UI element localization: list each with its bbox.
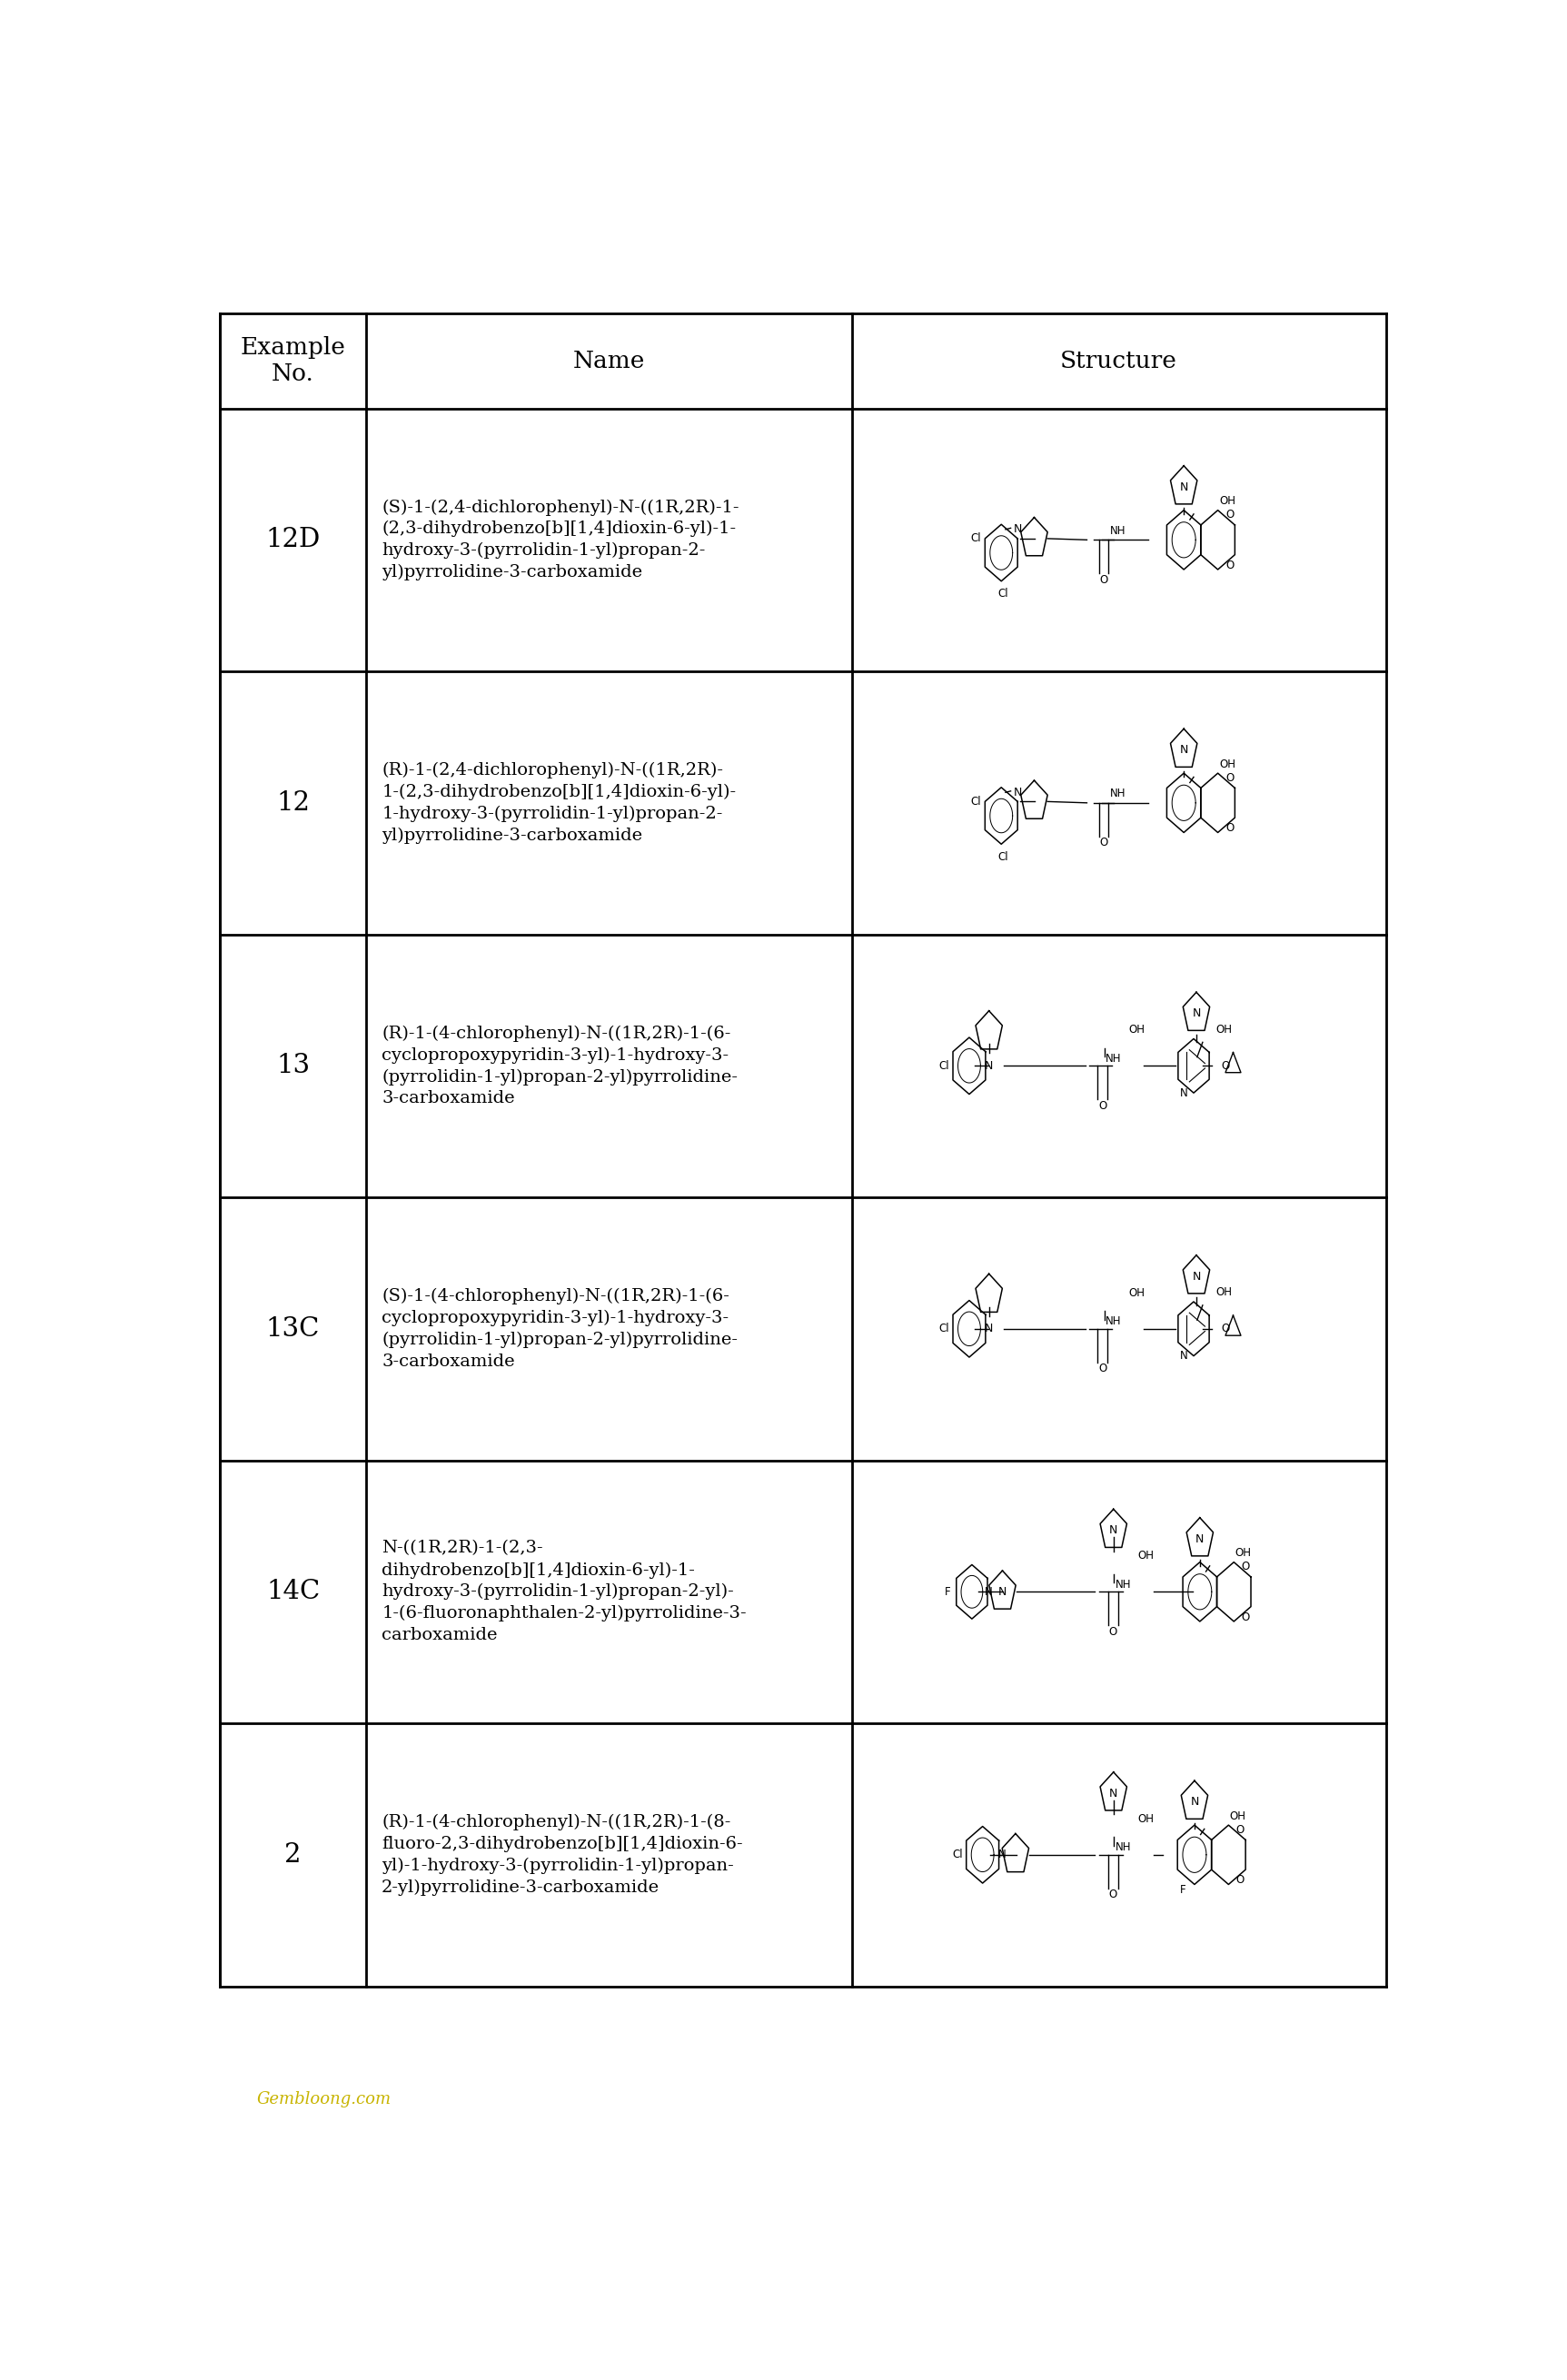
Text: OH: OH [1216, 1288, 1232, 1299]
Text: N: N [998, 1849, 1006, 1861]
Text: O: O [1225, 509, 1233, 521]
Text: OH: OH [1219, 759, 1235, 771]
Text: N: N [1109, 1787, 1117, 1799]
Text: (S)-1-(2,4-dichlorophenyl)-N-((1R,2R)-1-
(2,3-dihydrobenzo[b][1,4]dioxin-6-yl)-1: (S)-1-(2,4-dichlorophenyl)-N-((1R,2R)-1-… [382, 500, 740, 581]
Text: N: N [984, 1059, 993, 1071]
Text: Cl: Cl [970, 795, 981, 807]
Text: O: O [1236, 1823, 1244, 1835]
Text: Cl: Cl [998, 852, 1009, 864]
Text: NH: NH [1116, 1578, 1131, 1590]
Text: OH: OH [1216, 1023, 1232, 1035]
Text: N: N [1014, 524, 1022, 536]
Text: O: O [1225, 559, 1233, 571]
Text: O: O [1236, 1873, 1244, 1885]
Text: Cl: Cl [998, 588, 1009, 600]
Text: 14C: 14C [266, 1578, 320, 1604]
Text: NH: NH [1116, 1842, 1131, 1854]
Text: O: O [1241, 1561, 1250, 1573]
Text: O: O [1109, 1626, 1117, 1637]
Text: N-((1R,2R)-1-(2,3-
dihydrobenzo[b][1,4]dioxin-6-yl)-1-
hydroxy-3-(pyrrolidin-1-y: N-((1R,2R)-1-(2,3- dihydrobenzo[b][1,4]d… [382, 1540, 746, 1642]
Text: NH: NH [1105, 1052, 1120, 1064]
Text: N: N [1196, 1533, 1203, 1545]
Text: OH: OH [1128, 1023, 1145, 1035]
Text: Name: Name [572, 350, 646, 371]
Text: O: O [1241, 1611, 1250, 1623]
Text: O: O [1221, 1059, 1230, 1071]
Text: N: N [1180, 745, 1188, 757]
Text: N: N [1180, 1349, 1188, 1361]
Text: Cl: Cl [939, 1323, 950, 1335]
Text: OH: OH [1128, 1288, 1145, 1299]
Text: O: O [1100, 838, 1108, 850]
Text: N: N [1180, 1088, 1188, 1100]
Text: (R)-1-(4-chlorophenyl)-N-((1R,2R)-1-(6-
cyclopropoxypyridin-3-yl)-1-hydroxy-3-
(: (R)-1-(4-chlorophenyl)-N-((1R,2R)-1-(6- … [382, 1026, 738, 1107]
Text: OH: OH [1138, 1549, 1155, 1561]
Text: O: O [1098, 1364, 1106, 1376]
Text: 12D: 12D [266, 526, 320, 552]
Text: N: N [1180, 481, 1188, 493]
Text: Example
No.: Example No. [240, 336, 346, 386]
Text: N: N [984, 1323, 993, 1335]
Text: O: O [1225, 771, 1233, 783]
Text: O: O [1221, 1323, 1230, 1335]
Text: (S)-1-(4-chlorophenyl)-N-((1R,2R)-1-(6-
cyclopropoxypyridin-3-yl)-1-hydroxy-3-
(: (S)-1-(4-chlorophenyl)-N-((1R,2R)-1-(6- … [382, 1288, 738, 1368]
Text: F: F [1180, 1885, 1186, 1897]
Text: Gembloong.com: Gembloong.com [257, 2092, 392, 2106]
Text: F: F [945, 1585, 951, 1597]
Text: OH: OH [1235, 1547, 1252, 1559]
Text: N: N [1014, 785, 1022, 797]
Text: N: N [984, 1585, 992, 1597]
Text: Cl: Cl [970, 533, 981, 545]
Text: 13C: 13C [266, 1316, 320, 1342]
Text: Cl: Cl [939, 1059, 950, 1071]
Text: OH: OH [1138, 1814, 1155, 1825]
Text: NH: NH [1105, 1316, 1120, 1328]
Text: (R)-1-(4-chlorophenyl)-N-((1R,2R)-1-(8-
fluoro-2,3-dihydrobenzo[b][1,4]dioxin-6-: (R)-1-(4-chlorophenyl)-N-((1R,2R)-1-(8- … [382, 1814, 743, 1894]
Text: 12: 12 [276, 790, 310, 816]
Text: Cl: Cl [951, 1849, 962, 1861]
Text: NH: NH [1109, 788, 1125, 800]
Text: N: N [1109, 1523, 1117, 1535]
Text: Structure: Structure [1061, 350, 1177, 371]
Text: O: O [1100, 574, 1108, 585]
Text: N: N [998, 1585, 1006, 1597]
Text: NH: NH [1109, 526, 1125, 536]
Text: N: N [1192, 1007, 1200, 1019]
Text: N: N [1191, 1797, 1199, 1809]
Text: 2: 2 [285, 1842, 301, 1868]
Text: O: O [1098, 1100, 1106, 1111]
Text: OH: OH [1230, 1811, 1246, 1823]
Text: 13: 13 [276, 1052, 310, 1078]
Text: O: O [1109, 1890, 1117, 1902]
Text: O: O [1225, 821, 1233, 833]
Text: OH: OH [1219, 495, 1235, 507]
Text: N: N [1192, 1271, 1200, 1283]
Text: (R)-1-(2,4-dichlorophenyl)-N-((1R,2R)-
1-(2,3-dihydrobenzo[b][1,4]dioxin-6-yl)-
: (R)-1-(2,4-dichlorophenyl)-N-((1R,2R)- 1… [382, 762, 736, 845]
